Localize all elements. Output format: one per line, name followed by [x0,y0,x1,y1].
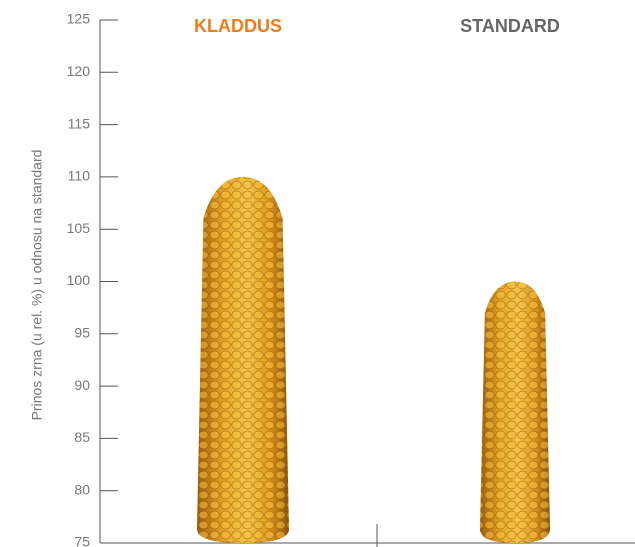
y-tick-label: 110 [68,168,91,184]
category-label: KLADDUS [194,16,282,36]
y-tick-label: 90 [74,377,90,393]
chart: Prinos zrna (u rel. %) u odnosu na stand… [0,0,635,547]
category-label: STANDARD [460,16,560,36]
y-tick-label: 120 [67,63,91,79]
y-tick-label: 115 [68,115,91,131]
y-tick-label: 105 [67,220,91,236]
y-tick-label: 85 [74,429,90,445]
corn-kernels [197,177,289,543]
y-tick-label: 100 [67,272,91,288]
y-tick-label: 80 [74,481,90,497]
y-tick-label: 125 [67,11,91,27]
corn-kernels [480,282,550,544]
y-axis-label: Prinos zrna (u rel. %) u odnosu na stand… [29,150,45,421]
y-tick-label: 95 [74,325,90,341]
y-tick-label: 75 [74,534,90,547]
